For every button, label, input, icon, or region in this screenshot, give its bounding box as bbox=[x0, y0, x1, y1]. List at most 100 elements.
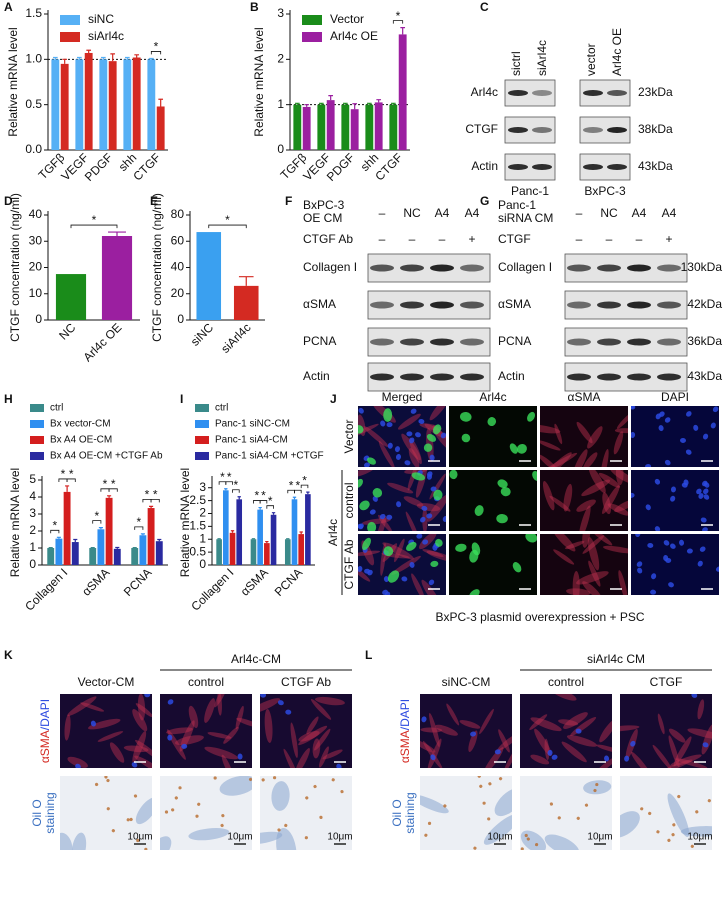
cell bbox=[657, 713, 665, 735]
error-bar bbox=[400, 27, 406, 35]
significance: * bbox=[225, 213, 230, 227]
cell bbox=[420, 794, 449, 814]
micrograph-background bbox=[449, 534, 537, 595]
cell bbox=[576, 571, 609, 585]
legend-swatch bbox=[30, 404, 44, 412]
x-tick-label: PCNA bbox=[121, 565, 154, 598]
scale-label: 10μm bbox=[327, 832, 352, 843]
micrograph bbox=[420, 694, 512, 768]
row-label: αSMA bbox=[303, 297, 336, 311]
blot-band bbox=[627, 373, 651, 381]
cell bbox=[387, 482, 414, 494]
cell bbox=[174, 735, 204, 746]
cell bbox=[673, 736, 692, 766]
column-label: Arl4c bbox=[479, 390, 506, 404]
cell bbox=[195, 814, 199, 818]
cell bbox=[383, 408, 393, 422]
cell bbox=[602, 485, 620, 514]
row-label: CTGF Ab bbox=[342, 539, 356, 589]
cell bbox=[443, 804, 447, 808]
y-tick-label: 60 bbox=[171, 233, 185, 247]
y-axis-label: Relative mRNA level bbox=[178, 468, 192, 577]
cell bbox=[693, 424, 699, 431]
micrograph-content bbox=[620, 793, 712, 848]
blot-band bbox=[627, 264, 651, 272]
bar bbox=[60, 63, 69, 150]
blot-band bbox=[607, 90, 627, 96]
significance: * bbox=[145, 488, 150, 502]
lane-label: NC bbox=[600, 206, 618, 220]
micrograph-background bbox=[260, 694, 352, 768]
size-label: 38kDa bbox=[638, 122, 673, 136]
cell bbox=[420, 739, 436, 753]
cell bbox=[358, 550, 380, 557]
cell bbox=[164, 810, 169, 814]
blot-band bbox=[370, 301, 394, 309]
error-bar bbox=[271, 512, 276, 515]
error-bar bbox=[124, 56, 130, 60]
blot-band bbox=[607, 127, 627, 133]
micrograph bbox=[449, 534, 537, 595]
micrograph-background bbox=[160, 694, 252, 768]
cell bbox=[396, 501, 402, 508]
cell bbox=[697, 699, 705, 720]
y-tick-label: 1.0 bbox=[25, 52, 42, 66]
bar bbox=[341, 104, 350, 150]
cell bbox=[430, 486, 437, 492]
cell bbox=[237, 753, 243, 760]
cell bbox=[598, 472, 621, 488]
bar bbox=[105, 497, 113, 565]
cell bbox=[645, 504, 651, 511]
cell bbox=[566, 588, 591, 595]
cell bbox=[366, 457, 376, 465]
significance: * bbox=[111, 477, 116, 491]
cell bbox=[553, 549, 575, 565]
error-bar bbox=[76, 56, 82, 60]
cell bbox=[551, 754, 558, 760]
significance-bracket bbox=[259, 500, 268, 504]
y-tick-label: 2 bbox=[29, 523, 36, 537]
micrograph: 10μm bbox=[260, 776, 353, 850]
cell bbox=[276, 827, 297, 850]
panel-letter: J bbox=[330, 392, 337, 406]
y-axis-label: Relative mRNA level bbox=[252, 27, 266, 136]
column-label: CTGF Ab bbox=[281, 675, 331, 689]
cell bbox=[554, 423, 563, 445]
panel-letter: C bbox=[480, 0, 489, 14]
cell bbox=[527, 411, 536, 422]
cell bbox=[395, 453, 402, 460]
cell bbox=[557, 816, 561, 820]
cell bbox=[391, 555, 421, 575]
legend-label: Arl4c OE bbox=[330, 29, 378, 43]
micrograph bbox=[520, 694, 612, 768]
cell bbox=[310, 698, 332, 720]
cell bbox=[378, 440, 395, 467]
cell bbox=[421, 579, 442, 595]
y-tick-label: 0.5 bbox=[189, 544, 206, 558]
blot-band bbox=[508, 90, 528, 96]
significance: * bbox=[295, 478, 300, 492]
cell bbox=[578, 505, 591, 531]
cell bbox=[602, 492, 611, 515]
bar bbox=[113, 548, 121, 565]
blot-band bbox=[597, 264, 621, 272]
cell bbox=[532, 471, 537, 481]
cell bbox=[409, 437, 415, 444]
micrograph-content bbox=[60, 776, 152, 850]
cell bbox=[277, 828, 281, 832]
significance: * bbox=[254, 489, 259, 503]
x-tick-label: siArl4c bbox=[218, 320, 253, 355]
bar bbox=[264, 543, 270, 565]
cell bbox=[358, 564, 371, 582]
column-label: siNC-CM bbox=[442, 675, 491, 689]
cell bbox=[235, 705, 244, 730]
cell bbox=[167, 734, 173, 741]
cell bbox=[651, 573, 657, 580]
lane-label: sictrl bbox=[509, 51, 523, 76]
cell bbox=[420, 727, 443, 733]
cell bbox=[422, 539, 429, 545]
row-label: PCNA bbox=[303, 334, 336, 348]
cell bbox=[700, 517, 707, 523]
micrograph-content bbox=[631, 478, 710, 531]
cell bbox=[132, 731, 147, 763]
